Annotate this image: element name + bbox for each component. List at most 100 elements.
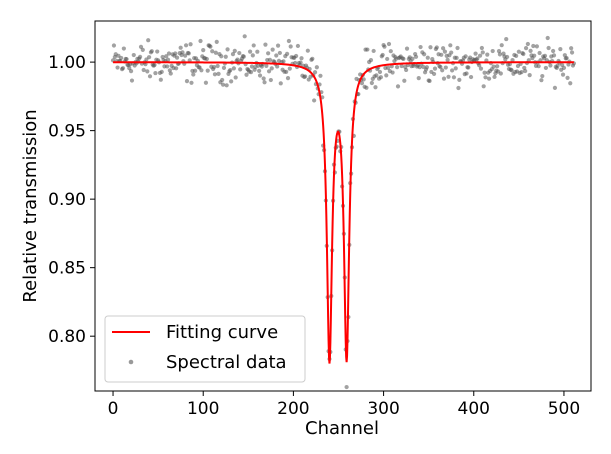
data-point: [208, 44, 213, 49]
data-point: [186, 51, 191, 56]
data-point: [281, 59, 286, 64]
data-point: [464, 71, 469, 76]
data-point: [153, 70, 158, 76]
data-point: [486, 76, 492, 81]
data-point: [284, 69, 289, 74]
data-point: [198, 38, 203, 44]
data-point: [278, 81, 283, 86]
data-point: [159, 69, 164, 74]
data-point: [173, 51, 178, 56]
data-point: [180, 50, 185, 55]
data-point: [165, 64, 170, 69]
data-point: [537, 50, 542, 56]
data-point: [402, 78, 407, 83]
data-point: [255, 49, 260, 54]
data-point: [450, 68, 455, 73]
x-tick-label: 400: [458, 399, 490, 419]
data-point: [165, 57, 171, 62]
data-point: [129, 78, 135, 83]
data-point: [359, 81, 365, 86]
y-tick-label: 0.90: [48, 190, 86, 210]
data-point: [124, 57, 129, 62]
data-point: [267, 57, 273, 63]
data-point: [542, 53, 548, 58]
data-point: [385, 56, 390, 62]
data-point: [441, 46, 446, 51]
data-point: [270, 47, 275, 52]
data-point: [211, 65, 217, 70]
data-point: [558, 46, 563, 52]
data-point: [293, 60, 298, 66]
data-point: [262, 80, 267, 85]
data-point: [490, 48, 495, 54]
data-point: [417, 64, 422, 70]
data-point: [264, 63, 269, 68]
data-point: [449, 50, 454, 55]
data-point: [439, 52, 444, 57]
data-point: [443, 65, 448, 70]
data-point: [115, 65, 120, 70]
data-point: [526, 58, 531, 63]
data-point: [140, 47, 145, 52]
y-axis: 0.80 0.85 0.90 0.95 1.00: [48, 53, 95, 347]
data-point: [521, 51, 526, 57]
data-point: [233, 75, 238, 80]
data-point: [427, 78, 432, 84]
data-point: [310, 56, 315, 61]
data-point: [241, 54, 246, 59]
data-point: [269, 66, 274, 71]
data-point: [438, 64, 443, 70]
data-point: [534, 44, 539, 49]
data-point: [395, 65, 400, 70]
data-point: [373, 85, 378, 90]
data-point: [266, 69, 272, 74]
data-point: [201, 48, 206, 53]
data-point: [205, 68, 210, 73]
data-point: [477, 53, 483, 58]
data-point: [434, 45, 439, 50]
data-point: [545, 35, 550, 41]
data-point: [466, 65, 471, 70]
data-point: [478, 66, 484, 71]
data-point: [138, 44, 144, 49]
data-point: [275, 64, 280, 69]
data-point: [368, 58, 374, 63]
data-point: [174, 55, 180, 60]
data-point: [230, 52, 236, 57]
data-point: [223, 54, 228, 59]
data-point: [213, 50, 218, 55]
data-point: [456, 85, 461, 91]
data-point: [248, 49, 253, 54]
data-point: [303, 74, 308, 79]
data-point: [120, 66, 126, 71]
data-point: [251, 43, 256, 48]
data-point: [216, 71, 221, 76]
data-point: [483, 75, 488, 80]
data-point: [422, 52, 427, 57]
data-point: [431, 71, 437, 77]
data-point: [378, 75, 383, 80]
data-point: [146, 38, 151, 43]
data-point: [249, 64, 255, 69]
data-point: [238, 67, 243, 72]
data-point: [532, 53, 537, 58]
data-point: [509, 68, 514, 73]
data-point: [531, 43, 536, 49]
data-point: [568, 81, 573, 86]
plot-frame: [94, 20, 592, 392]
data-point: [457, 77, 462, 82]
data-point: [287, 66, 292, 71]
data-point: [495, 64, 500, 69]
y-tick-label: 0.80: [48, 327, 86, 347]
data-point: [344, 384, 349, 390]
data-point: [286, 38, 291, 44]
data-point: [119, 55, 124, 61]
data-point: [386, 41, 392, 47]
data-point: [220, 82, 226, 87]
data-point: [257, 68, 262, 73]
data-point: [164, 54, 169, 59]
data-point: [314, 65, 319, 70]
fitting-curve-line: [113, 61, 574, 364]
data-point: [274, 53, 279, 58]
data-point: [492, 74, 497, 80]
